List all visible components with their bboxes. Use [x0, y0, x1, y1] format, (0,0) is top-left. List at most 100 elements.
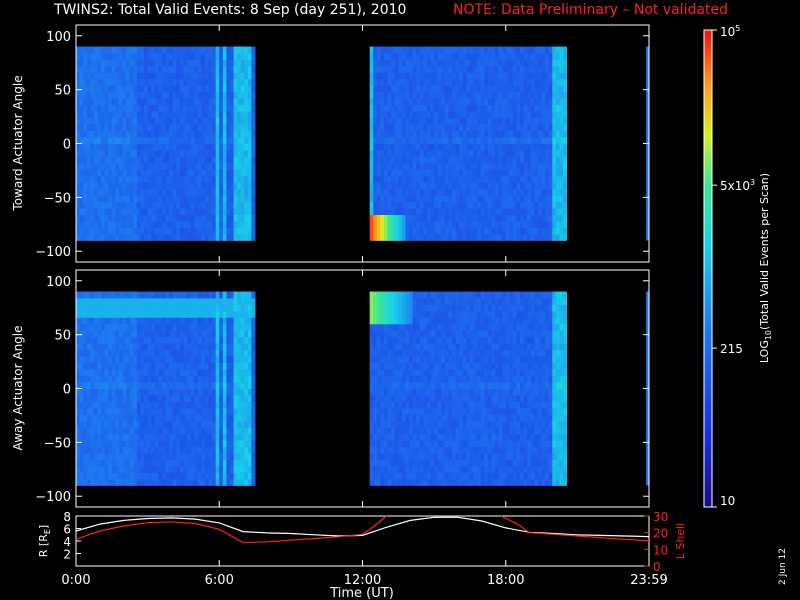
heat-cell: [97, 124, 102, 131]
heat-cell: [79, 195, 84, 203]
heat-cell: [229, 149, 234, 157]
heat-cell: [197, 143, 202, 151]
heat-cell: [215, 156, 220, 164]
heat-cell: [516, 85, 521, 93]
heat-cell: [233, 91, 238, 99]
heat-cell: [161, 85, 166, 93]
heat-cell: [212, 336, 217, 344]
heat-cell: [455, 53, 460, 60]
heat-cell: [126, 137, 131, 144]
heat-cell: [83, 362, 88, 370]
heat-cell: [101, 175, 106, 183]
heat-cell: [190, 59, 195, 67]
heat-cell: [426, 182, 431, 190]
heat-cell: [373, 124, 378, 131]
heat-cell: [405, 91, 410, 99]
heat-cell: [165, 291, 170, 299]
heat-cell: [477, 201, 482, 209]
heat-cell: [136, 195, 141, 203]
heat-cell: [111, 188, 116, 196]
heat-cell: [398, 433, 403, 441]
heat-cell: [122, 440, 127, 448]
heat-cell: [480, 46, 485, 54]
heat-cell: [487, 188, 492, 196]
heat-cell: [165, 162, 170, 170]
heat-cell: [126, 195, 131, 203]
heat-cell: [391, 46, 396, 54]
heat-cell: [169, 156, 174, 164]
heat-cell: [161, 78, 166, 86]
heat-cell: [86, 78, 91, 86]
heat-cell: [430, 233, 435, 241]
heat-cell: [534, 188, 539, 196]
heat-cell: [244, 414, 249, 422]
heat-cell: [101, 375, 106, 383]
heat-cell: [516, 233, 521, 241]
heat-cell: [126, 388, 131, 396]
heat-cell: [477, 162, 482, 170]
heat-cell: [383, 330, 388, 338]
heat-cell: [76, 401, 80, 409]
heat-cell: [154, 182, 159, 190]
heat-cell: [158, 420, 163, 428]
heat-cell: [247, 362, 252, 370]
heat-cell: [509, 156, 514, 164]
heat-cell: [416, 169, 421, 177]
heat-cell: [204, 201, 209, 209]
heat-cell: [376, 369, 381, 376]
heat-cell: [469, 156, 474, 164]
heat-cell: [391, 336, 396, 344]
heat-cell: [208, 375, 213, 383]
heat-cell: [169, 233, 174, 241]
heat-cell: [187, 453, 191, 460]
heat-cell: [473, 182, 478, 190]
heat-cell: [247, 233, 252, 241]
heat-cell: [201, 195, 206, 203]
heat-cell: [215, 472, 220, 480]
heat-cell: [391, 375, 396, 383]
heat-cell: [383, 130, 388, 138]
heat-cell: [115, 356, 120, 364]
heat-cell: [394, 85, 399, 93]
heat-cell: [376, 298, 381, 305]
heat-cell: [405, 156, 410, 164]
heat-cell: [405, 201, 410, 209]
heat-cell: [459, 221, 464, 228]
heat-cell: [369, 208, 374, 215]
heat-cell: [430, 143, 435, 151]
heat-cell: [509, 195, 514, 203]
heat-cell: [477, 137, 482, 144]
heat-cell: [190, 446, 195, 454]
heat-cell: [83, 188, 88, 196]
heat-cell: [90, 375, 95, 383]
heat-cell: [495, 91, 499, 99]
heat-cell: [183, 453, 188, 460]
heat-cell: [151, 137, 156, 144]
heat-cell: [383, 317, 388, 325]
heat-cell: [244, 156, 249, 164]
heat-cell: [108, 169, 113, 177]
heat-cell: [165, 459, 170, 467]
y-tick-label: −50: [44, 191, 71, 206]
heat-cell: [158, 175, 163, 183]
heat-cell: [459, 72, 464, 80]
heat-cell: [147, 420, 152, 428]
heat-cell: [219, 156, 224, 164]
heat-cell: [179, 446, 184, 454]
heat-cell: [97, 298, 102, 305]
heat-cell: [226, 201, 231, 209]
heat-cell: [86, 323, 91, 331]
heat-cell: [133, 227, 138, 235]
heat-cell: [405, 111, 410, 119]
heat-cell: [563, 208, 568, 215]
heat-cell: [183, 356, 188, 364]
heat-cell: [394, 78, 399, 86]
heat-cell: [133, 349, 138, 357]
heat-cell: [144, 336, 149, 344]
heat-cell: [459, 53, 464, 60]
heat-cell: [426, 130, 431, 138]
heat-cell: [416, 46, 421, 54]
heat-cell: [412, 156, 417, 164]
heat-cell: [79, 221, 84, 228]
heat-cell: [537, 201, 542, 209]
